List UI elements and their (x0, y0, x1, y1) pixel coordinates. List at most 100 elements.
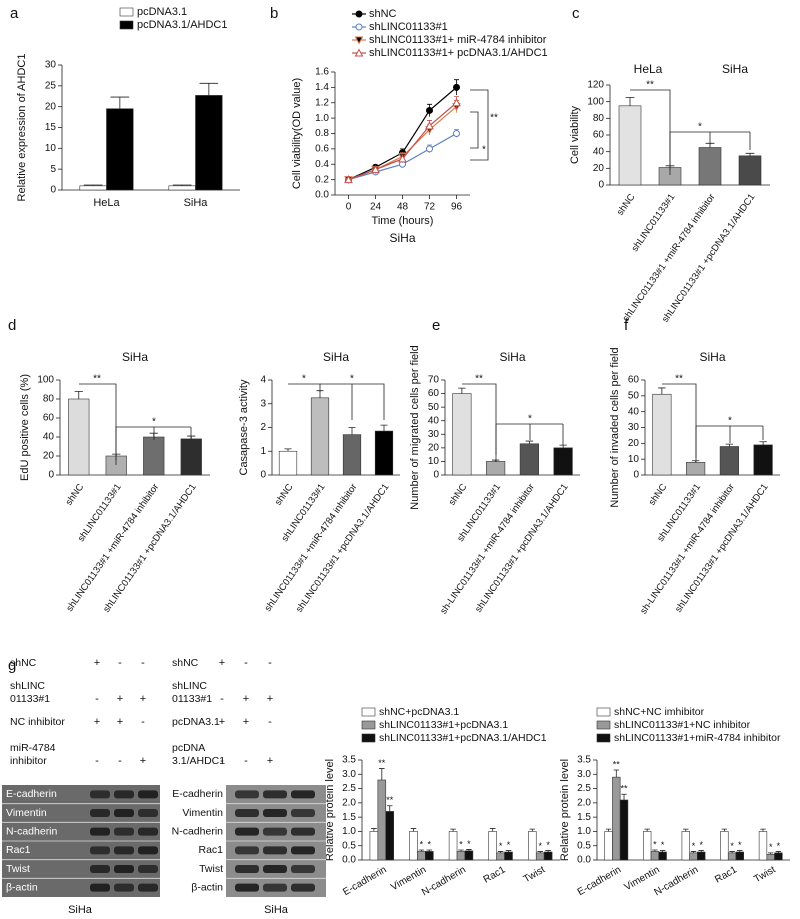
bar (535, 852, 545, 861)
bar (278, 450, 298, 476)
error-bar (497, 851, 504, 853)
error-bar (284, 448, 292, 452)
y-axis-label: Cell viability(OD value) (291, 78, 303, 189)
bar (374, 430, 394, 476)
panel-label: f (624, 317, 629, 334)
significance: * (459, 839, 463, 849)
legend-swatch (361, 733, 376, 743)
x-tick-label: shNC (615, 192, 638, 218)
blot-band (90, 790, 110, 799)
error-bar (767, 852, 774, 855)
blot-band (114, 790, 134, 799)
condition-mark: + (219, 657, 225, 669)
significance: * (467, 839, 471, 849)
data-point (452, 98, 461, 107)
significance: ** (378, 758, 386, 768)
error-bar (621, 793, 627, 800)
panel-label: e (432, 317, 440, 334)
legend-swatch (596, 720, 611, 730)
condition-mark: - (220, 693, 224, 705)
x-tick-label: N-cadherin (420, 864, 468, 898)
condition-mark: + (267, 693, 273, 705)
x-tick-label: shNC (64, 482, 87, 508)
bar (720, 831, 729, 861)
blot-band (235, 809, 259, 817)
error-bar (371, 828, 377, 832)
blot-band (235, 865, 259, 873)
blot-band (291, 827, 315, 836)
condition-mark: + (117, 693, 123, 705)
protein-label: β-actin (6, 881, 38, 893)
y-tick-label: 4 (260, 375, 266, 386)
line (348, 102, 457, 181)
protein-label: Vimentin (6, 807, 47, 819)
condition-label: shLINC (10, 680, 45, 692)
annotation: ** (646, 80, 654, 91)
legend-swatch (119, 7, 134, 17)
blot-band (90, 809, 110, 817)
x-tick-label: SiHa (184, 197, 209, 209)
significance: * (507, 840, 511, 850)
blot-caption: SiHa (264, 904, 289, 916)
condition-mark: + (94, 716, 100, 728)
significance: * (499, 841, 503, 851)
legend-marker (355, 10, 363, 18)
legend-label: shLINC01133#1+pcDNA3.1 (379, 719, 508, 731)
y-tick-label: 40 (628, 406, 640, 417)
bar (464, 850, 474, 861)
legend-label: shLINC01133#1 (369, 21, 448, 33)
protein-label: Rac1 (6, 844, 31, 856)
error-bar (690, 851, 697, 853)
y-tick-label: 3.5 (577, 755, 591, 766)
y-tick-label: 60 (628, 375, 640, 386)
y-tick-label: 0.5 (342, 840, 356, 851)
annotation: HeLa (634, 62, 663, 76)
legend-marker (354, 36, 364, 45)
panel-label: d (8, 317, 16, 334)
annotation: ** (490, 113, 498, 124)
chart-title: SiHa (499, 350, 525, 364)
bar (643, 831, 652, 861)
bar (504, 851, 513, 861)
condition-mark: - (244, 755, 248, 767)
blot-band (291, 846, 315, 855)
condition-mark: - (244, 657, 248, 669)
condition-mark: + (140, 755, 146, 767)
bar (195, 95, 223, 191)
y-tick-label: 0.0 (315, 190, 329, 201)
blot-band (263, 865, 287, 873)
error-bar (458, 387, 466, 394)
legend-label: shLINC01133#1+ pcDNA3.1/AHDC1 (369, 47, 548, 59)
protein-label: Twist (6, 863, 30, 875)
significance-bracket (320, 383, 385, 420)
x-tick-label: E-cadherin (341, 864, 388, 898)
error-bar (386, 805, 393, 812)
annotation: * (350, 374, 354, 385)
error-bar (683, 828, 689, 832)
y-tick-label: 20 (428, 442, 440, 453)
bar (106, 108, 134, 191)
bar (448, 831, 458, 861)
y-tick-label: 0 (433, 470, 439, 481)
error-bar (775, 851, 782, 853)
blot-band (90, 846, 110, 855)
blot-caption: SiHa (68, 904, 93, 916)
y-tick-label: 3.5 (342, 755, 356, 766)
y-tick-label: 1.4 (315, 82, 329, 93)
legend-marker (354, 48, 364, 57)
blot-band (263, 809, 287, 817)
bar (496, 852, 505, 861)
data-point (426, 145, 433, 153)
y-tick-label: 40 (43, 432, 55, 443)
significance: ** (621, 784, 629, 794)
blot-band (114, 883, 134, 892)
bar (519, 443, 539, 476)
blot-band (114, 846, 134, 855)
significance-bracket (695, 425, 764, 458)
significance: ** (386, 795, 394, 805)
protein-label: N-cadherin (6, 825, 58, 837)
panel-label: b (270, 5, 278, 22)
error-bar (652, 849, 658, 852)
condition-label: 01133#1 (10, 693, 50, 705)
chart-subtitle: SiHa (389, 231, 415, 245)
